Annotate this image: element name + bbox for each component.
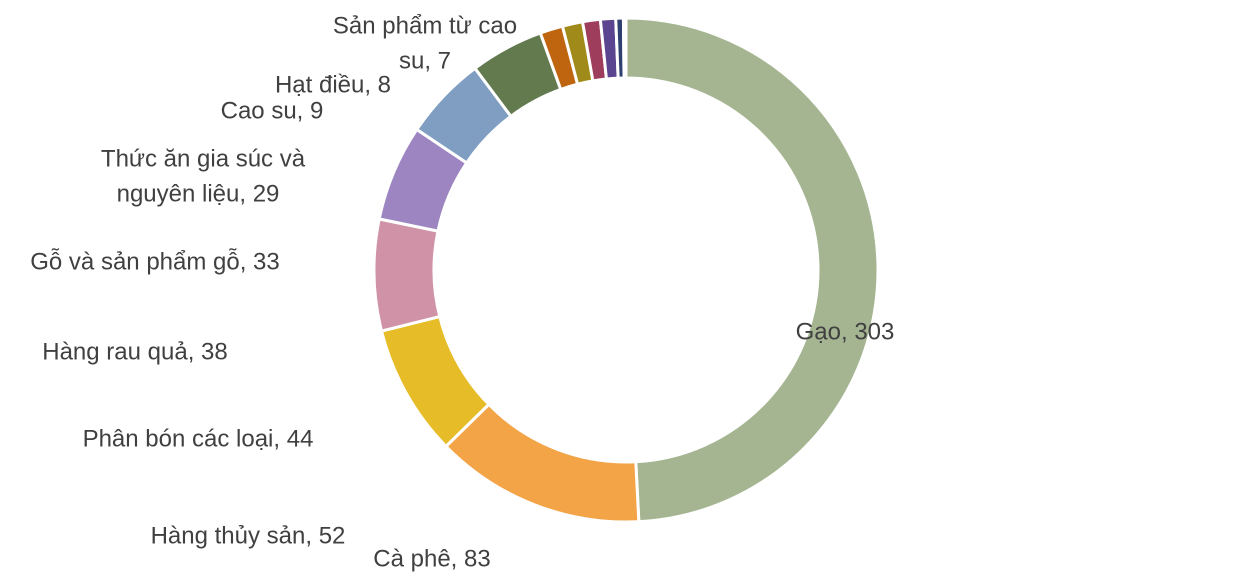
donut-slice <box>624 16 880 524</box>
data-label: Gỗ và sản phẩm gỗ, 33 <box>30 248 280 275</box>
donut-slice <box>621 16 628 80</box>
data-label: Hàng thủy sản, 52 <box>151 522 346 549</box>
data-label: Sản phẩm từ cao <box>333 12 517 39</box>
data-label: Thức ăn gia súc và <box>101 145 306 172</box>
data-label: Cà phê, 83 <box>373 545 490 572</box>
data-label: Cao su, 9 <box>221 97 324 124</box>
data-label: Hạt điều, 8 <box>275 71 391 98</box>
data-label: Phân bón các loại, 44 <box>83 425 314 452</box>
data-label: Hàng rau quả, 38 <box>42 338 227 365</box>
data-label: nguyên liệu, 29 <box>117 180 280 207</box>
donut-slice <box>443 402 641 524</box>
donut-slice <box>372 217 442 333</box>
data-label: su, 7 <box>399 47 451 74</box>
data-label: Gạo, 303 <box>796 318 895 345</box>
